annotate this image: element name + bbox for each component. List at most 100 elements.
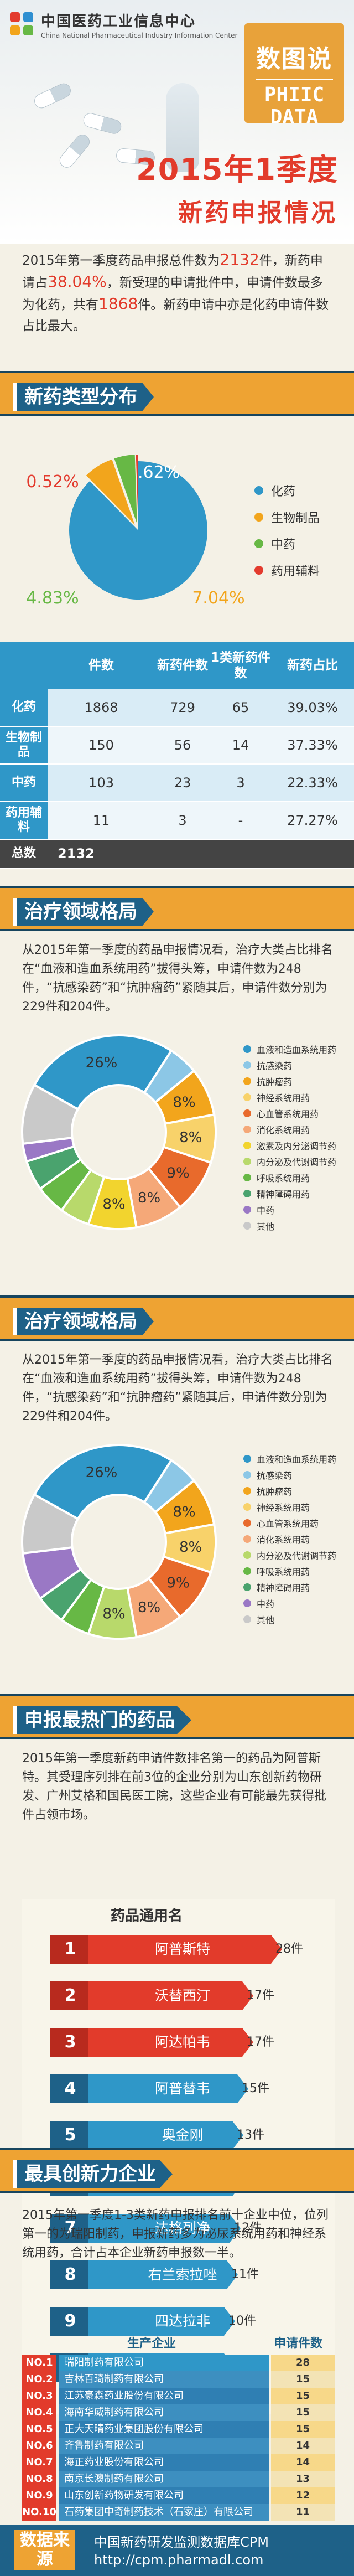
section-banner-2: 治疗领域格局	[0, 886, 354, 931]
legend-item: 神经系统用药	[243, 1089, 336, 1105]
org-logo: 中国医药工业信息中心 China National Pharmaceutical…	[10, 10, 237, 39]
section4-paragraph: 2015年第一季度新药申请件数排名第一的药品为阿普斯特。其受理序列排在前3位的企…	[22, 1752, 327, 1822]
donut-label-2: 8%	[173, 1504, 195, 1520]
enterprise-name: 正大天晴药业集团股份有限公司	[59, 2421, 269, 2438]
donut-slice-0	[33, 1034, 173, 1111]
enterprise-name: 吉林百琦制药有限公司	[59, 2371, 269, 2388]
section3-paragraph: 从2015年第一季度的药品申报情况看，治疗大类占比排名在“血液和造血系统用药”拔…	[22, 1353, 333, 1423]
legend-item: 精神障碍用药	[243, 1579, 336, 1595]
rank-number: 9	[64, 2311, 76, 2331]
rank-number: 8	[64, 2265, 76, 2284]
header: 中国医药工业信息中心 China National Pharmaceutical…	[0, 0, 354, 244]
section-title: 治疗领域格局	[13, 1308, 154, 1335]
enterprise-name: 山东创新药物研发有限公司	[59, 2487, 269, 2504]
enterprise-count: 15	[271, 2404, 335, 2421]
total-count: 2132	[220, 250, 259, 269]
rank-number: 7	[64, 2218, 76, 2238]
legend-item: 抗肿瘤药	[243, 1073, 336, 1089]
donut-label-4: 9%	[166, 1165, 189, 1182]
enterprise-count: 28	[271, 2355, 335, 2371]
drug-name: 阿达帕韦	[154, 2034, 210, 2050]
legend-item: 抗感染药	[243, 1467, 336, 1483]
drug-name: 右兰索拉唑	[148, 2267, 217, 2283]
rank-number: 3	[64, 2032, 76, 2052]
donut-label-3: 8%	[179, 1539, 202, 1556]
donut-label-6: 8%	[102, 1606, 125, 1623]
page-title: 2015年1季度	[136, 152, 339, 187]
pie-slice-0	[69, 461, 207, 600]
footer-label: 数据来源	[14, 2530, 75, 2570]
drug-type-table: 件数 新药件数 1类新药件数 新药占比 化药 1868 729 65 39.03% 生…	[0, 642, 354, 869]
enterprise-rank: NO.3	[22, 2388, 56, 2404]
enterprise-rank: NO.2	[22, 2371, 56, 2388]
legend-item: 血液和造血系统用药	[243, 1041, 336, 1057]
legend-item: 中药	[254, 535, 320, 553]
enterprise-row: NO.1 瑞阳制药有限公司 28	[22, 2355, 335, 2371]
donut-label-5: 8%	[138, 1599, 160, 1616]
drug-count: 13件	[237, 2128, 264, 2142]
table-header: 1类新药件数	[210, 642, 271, 689]
donut-slice-0	[33, 1444, 173, 1521]
ranking-item: 9 四达拉非 10件	[50, 2307, 310, 2336]
pie-label-3: 0.52%	[26, 472, 79, 492]
section5-paragraph: 2015年第一季度1-3类新药申报排名前十企业中位，位列第一的为瑞阳制药，申报新…	[22, 2208, 329, 2260]
legend-item: 激素及内分泌调节药	[243, 1137, 336, 1153]
legend-item: 消化系统用药	[243, 1121, 336, 1137]
enterprise-name: 海正药业股份有限公司	[59, 2454, 269, 2471]
legend-item: 中药	[243, 1595, 336, 1611]
enterprise-name: 瑞阳制药有限公司	[59, 2355, 269, 2371]
legend-item: 化药	[254, 482, 320, 499]
enterprise-count: 11	[271, 2504, 335, 2521]
enterprise-count: 15	[271, 2388, 335, 2404]
drug-name: 阿普斯特	[154, 1941, 210, 1957]
enterprise-count: 15	[271, 2421, 335, 2438]
badge-line1: PHIIC	[264, 84, 325, 106]
ranking-item: 5 奥金刚 13件	[50, 2121, 310, 2150]
drug-name: 达格列净	[154, 2220, 210, 2236]
table-row: 中药 103 23 3 22.33%	[0, 764, 354, 802]
donut-label-2: 8%	[173, 1094, 195, 1111]
enterprise-rank: NO.5	[22, 2421, 56, 2438]
legend-item: 药用辅料	[254, 561, 320, 579]
ranking-header: 药品通用名	[111, 1908, 183, 1924]
donut-slice-11	[21, 1083, 80, 1145]
donut-legend-2: 血液和造血系统用药 抗感染药 抗肿瘤药 神经系统用药 心血管系统用药 消化系统用药 内分泌及…	[243, 1450, 336, 1627]
enterprise-row: NO.8 南京长澳制药有限公司 13	[22, 2471, 335, 2487]
donut-label-0: 26%	[86, 1464, 118, 1481]
enterprise-name: 石药集团中奇制药技术（石家庄）有限公司	[59, 2504, 269, 2521]
legend-item: 抗感染药	[243, 1057, 336, 1073]
enterprise-name: 江苏豪森药业股份有限公司	[59, 2388, 269, 2404]
legend-item: 其他	[243, 1611, 336, 1627]
ranking-item: 2 沃替西汀 17件	[50, 1981, 310, 2010]
section-title: 最具创新力企业	[13, 2160, 173, 2188]
enterprise-row: NO.9 山东创新药物研发有限公司 12	[22, 2487, 335, 2504]
logo-icon	[10, 12, 35, 38]
donut-label-4: 9%	[166, 1575, 189, 1592]
drug-count: 10件	[228, 2314, 256, 2328]
table-row: 药用辅料 11 3-27.27%	[0, 802, 354, 840]
legend-item: 血液和造血系统用药	[243, 1450, 336, 1467]
enterprise-row: NO.6 齐鲁制药有限公司 14	[22, 2438, 335, 2454]
enterprise-count: 14	[271, 2454, 335, 2471]
ranking-item: 4 阿普替韦 15件	[50, 2074, 310, 2103]
legend-item: 心血管系统用药	[243, 1515, 336, 1531]
pie-slice-1	[86, 459, 135, 525]
section-banner-1: 新药类型分布	[0, 371, 354, 416]
enterprise-count: 14	[271, 2438, 335, 2454]
legend-item: 呼吸系统用药	[243, 1169, 336, 1185]
legend-item: 抗肿瘤药	[243, 1483, 336, 1499]
pie-slice-3	[136, 455, 138, 524]
drug-name: 阿普替韦	[154, 2081, 210, 2097]
source-name: 中国新药研发监测数据库CPM	[94, 2534, 269, 2550]
source-url[interactable]: http://cpm.pharmadl.com	[94, 2552, 264, 2568]
legend-item: 内分泌及代谢调节药	[243, 1547, 336, 1563]
legend-item: 神经系统用药	[243, 1499, 336, 1515]
enterprise-row: NO.7 海正药业股份有限公司 14	[22, 2454, 335, 2471]
drug-count: 28件	[275, 1942, 303, 1956]
table-header-row: 件数 新药件数 1类新药件数 新药占比	[0, 642, 354, 689]
enterprise-name: 南京长澳制药有限公司	[59, 2471, 269, 2487]
org-name-cn: 中国医药工业信息中心	[41, 13, 196, 30]
enterprise-row: NO.3 江苏豪森药业股份有限公司 15	[22, 2388, 335, 2404]
drug-count: 11件	[231, 2268, 259, 2281]
enterprise-rank: NO.7	[22, 2454, 56, 2471]
